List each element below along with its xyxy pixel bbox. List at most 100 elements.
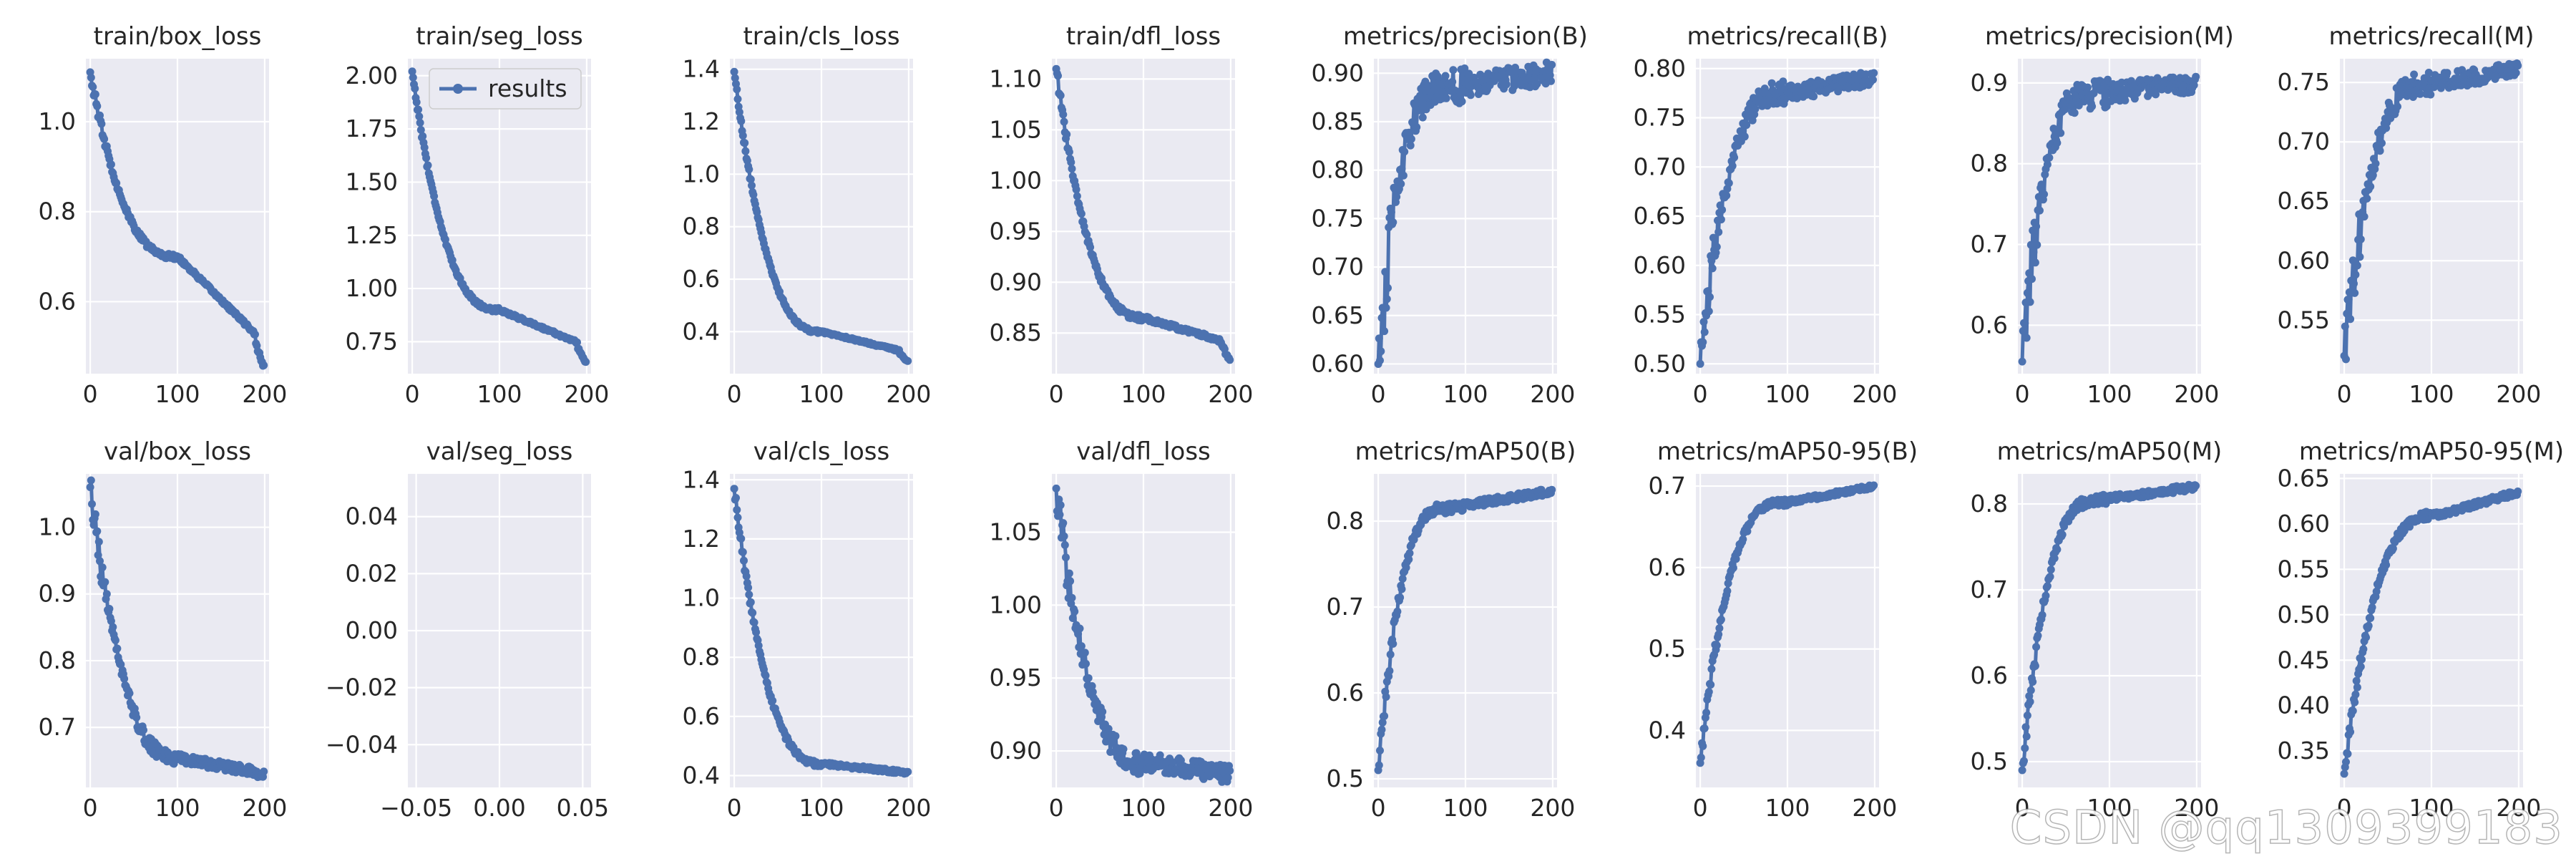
data-point [904, 356, 912, 365]
data-point [1077, 642, 1085, 651]
data-point [2058, 530, 2067, 539]
x-tick-label: 100 [1443, 794, 1488, 822]
x-tick-label: 100 [477, 380, 522, 408]
data-point [2084, 83, 2092, 92]
y-tick-label: 0.95 [990, 217, 1042, 245]
y-tick-label: 0.8 [39, 198, 76, 225]
data-point [1226, 767, 1234, 775]
y-tick-label: 0.60 [1312, 349, 1364, 377]
data-point [1729, 563, 1737, 572]
subplot: 0 100 200 0.75 1.00 1.25 1.50 1.75 2.00 train/seg… [346, 22, 610, 408]
subplot: 0 100 200 0.4 0.6 0.8 1.0 1.2 1.4 val/cls_loss [683, 437, 932, 822]
data-point [2088, 102, 2097, 111]
data-point [1697, 753, 1705, 762]
data-point [89, 83, 97, 91]
data-point [415, 112, 424, 121]
x-tick-label: 200 [886, 380, 931, 408]
data-point [573, 338, 581, 346]
data-point [1065, 147, 1073, 156]
data-point [2028, 275, 2036, 283]
data-point [1376, 747, 1384, 754]
data-point [422, 154, 431, 162]
subplot-title: metrics/recall(B) [1687, 22, 1888, 51]
subplot-title: val/cls_loss [753, 437, 889, 466]
y-tick-label: 0.60 [2278, 510, 2330, 538]
x-tick-label: 0 [1049, 794, 1064, 822]
data-point [1060, 532, 1068, 540]
data-point [91, 510, 99, 518]
subplot-title: train/box_loss [94, 22, 262, 51]
data-point [737, 117, 746, 125]
x-tick-label: 200 [564, 380, 609, 408]
y-tick-label: 0.00 [346, 616, 398, 644]
data-point [1386, 650, 1395, 659]
data-point [2344, 295, 2353, 304]
data-point [1380, 327, 1389, 336]
data-point [2032, 643, 2041, 651]
data-point [1779, 77, 1787, 86]
y-tick-label: 0.80 [1634, 54, 1686, 82]
x-tick-label: 0 [1371, 794, 1386, 822]
y-tick-label: 0.6 [1327, 679, 1364, 707]
data-point [1384, 283, 1392, 292]
y-tick-label: 0.75 [1312, 204, 1364, 232]
data-point [93, 102, 102, 110]
data-point [746, 598, 755, 606]
data-point [2364, 621, 2373, 630]
data-point [1712, 248, 1720, 257]
x-tick-label: 0 [1049, 380, 1064, 408]
data-point [1068, 165, 1076, 173]
y-tick-label: 0.55 [1634, 301, 1686, 329]
y-tick-label: 0.02 [346, 559, 398, 587]
data-point [1088, 688, 1097, 697]
x-tick-label: 0 [1693, 794, 1708, 822]
data-point [1699, 318, 1708, 326]
subplot: 0 100 200 0.50 0.55 0.60 0.65 0.70 0.75 0.80metri… [1634, 22, 1898, 408]
y-tick-label: 0.7 [1971, 576, 2008, 603]
data-point [1378, 718, 1387, 727]
subplot-title: train/dfl_loss [1066, 22, 1221, 51]
x-tick-label: 100 [2409, 380, 2454, 408]
data-point [1059, 110, 1068, 119]
data-point [1714, 630, 1723, 639]
y-tick-label: 0.95 [990, 664, 1042, 691]
x-tick-label: 100 [1443, 380, 1488, 408]
data-point [2371, 160, 2380, 168]
subplot: 0 100 200 0.6 0.8 1.0 train/box_loss [39, 22, 288, 408]
data-point [2033, 241, 2041, 249]
data-point [2343, 749, 2352, 758]
data-point [2351, 690, 2360, 699]
data-point [1714, 228, 1723, 236]
data-point [2018, 766, 2026, 775]
data-point [100, 135, 109, 143]
data-point [140, 726, 147, 734]
data-point [2512, 69, 2520, 77]
data-point [1083, 230, 1091, 239]
subplot: 0 100 200 0.90 0.95 1.00 1.05 val/dfl_loss [990, 437, 1254, 822]
y-tick-label: 0.8 [1971, 490, 2008, 518]
data-point [2050, 554, 2059, 563]
data-point [1449, 66, 1458, 74]
x-tick-label: 0 [727, 794, 742, 822]
data-point [1717, 215, 1725, 224]
y-tick-label: 1.05 [990, 518, 1042, 545]
y-tick-label: 0.4 [1649, 716, 1686, 744]
data-point [2359, 645, 2368, 654]
data-point [750, 618, 758, 627]
y-tick-label: 1.75 [346, 115, 398, 142]
x-tick-label: 0.00 [473, 794, 525, 822]
data-point [1400, 147, 1409, 156]
data-point [1060, 117, 1068, 126]
data-point [2070, 109, 2079, 117]
data-point [2026, 686, 2035, 694]
y-tick-label: 0.65 [2278, 464, 2330, 492]
data-point [2192, 482, 2200, 490]
data-point [1054, 72, 1062, 80]
data-point [1084, 674, 1093, 682]
data-point [94, 538, 103, 546]
data-point [1226, 356, 1234, 364]
data-point [260, 767, 268, 776]
data-point [2352, 676, 2361, 685]
data-point [1065, 569, 1073, 578]
x-tick-label: 200 [886, 794, 931, 822]
